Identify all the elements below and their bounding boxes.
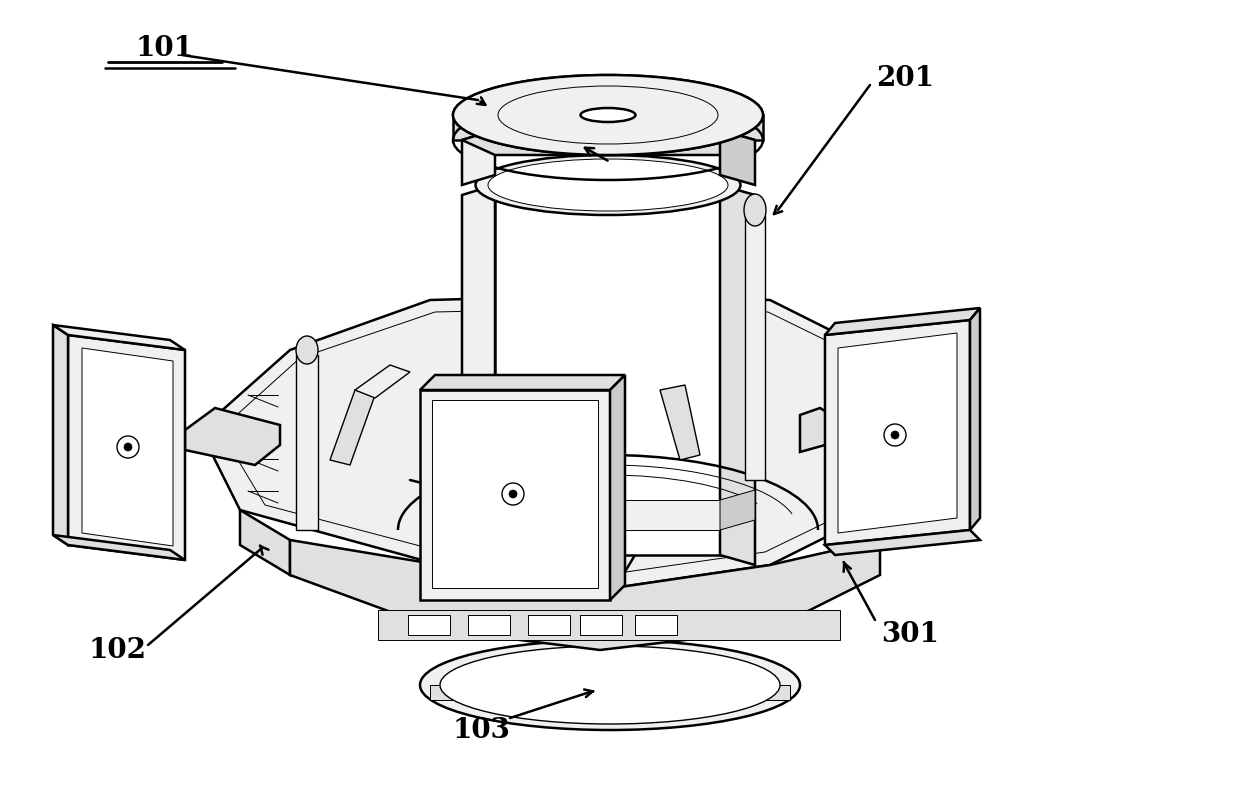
Polygon shape (660, 385, 701, 460)
Polygon shape (408, 615, 450, 635)
Text: 301: 301 (882, 622, 939, 649)
Polygon shape (970, 308, 980, 530)
Polygon shape (200, 295, 930, 590)
Ellipse shape (884, 424, 906, 446)
Text: 201: 201 (875, 64, 934, 91)
Polygon shape (296, 355, 317, 530)
Ellipse shape (508, 490, 517, 498)
Polygon shape (467, 615, 510, 635)
Polygon shape (720, 185, 755, 565)
Polygon shape (53, 535, 185, 560)
Polygon shape (290, 540, 880, 650)
Polygon shape (635, 615, 677, 635)
Polygon shape (528, 615, 570, 635)
Polygon shape (825, 308, 980, 335)
Ellipse shape (892, 431, 899, 439)
Polygon shape (745, 215, 765, 480)
Ellipse shape (744, 194, 766, 226)
Ellipse shape (440, 646, 780, 724)
Polygon shape (82, 348, 174, 546)
Polygon shape (610, 375, 625, 600)
Ellipse shape (453, 75, 763, 155)
Polygon shape (463, 185, 495, 565)
Polygon shape (800, 408, 839, 452)
Polygon shape (430, 685, 790, 700)
Ellipse shape (475, 155, 740, 215)
Ellipse shape (117, 436, 139, 458)
Polygon shape (495, 500, 720, 530)
Polygon shape (463, 130, 755, 155)
Polygon shape (495, 185, 720, 555)
Text: 102: 102 (89, 637, 148, 664)
Polygon shape (355, 365, 410, 398)
Ellipse shape (124, 443, 131, 451)
Text: 103: 103 (453, 716, 511, 743)
Polygon shape (825, 320, 970, 545)
Polygon shape (432, 400, 598, 588)
Polygon shape (420, 375, 625, 390)
Polygon shape (463, 130, 495, 185)
Ellipse shape (580, 108, 635, 122)
Polygon shape (241, 510, 290, 575)
Polygon shape (880, 430, 930, 545)
Polygon shape (68, 335, 185, 560)
Polygon shape (53, 325, 185, 350)
Polygon shape (720, 490, 755, 530)
Ellipse shape (420, 640, 800, 730)
Ellipse shape (502, 483, 525, 505)
Polygon shape (463, 490, 495, 530)
Text: 101: 101 (136, 34, 193, 61)
Polygon shape (420, 390, 610, 600)
Polygon shape (825, 530, 980, 555)
Ellipse shape (296, 336, 317, 364)
Ellipse shape (453, 75, 763, 155)
Polygon shape (720, 130, 755, 185)
Polygon shape (185, 408, 280, 465)
Polygon shape (838, 333, 957, 533)
Polygon shape (580, 615, 622, 635)
Polygon shape (53, 325, 68, 545)
Polygon shape (453, 115, 763, 140)
Ellipse shape (489, 159, 728, 211)
Polygon shape (378, 610, 839, 640)
Polygon shape (330, 390, 374, 465)
